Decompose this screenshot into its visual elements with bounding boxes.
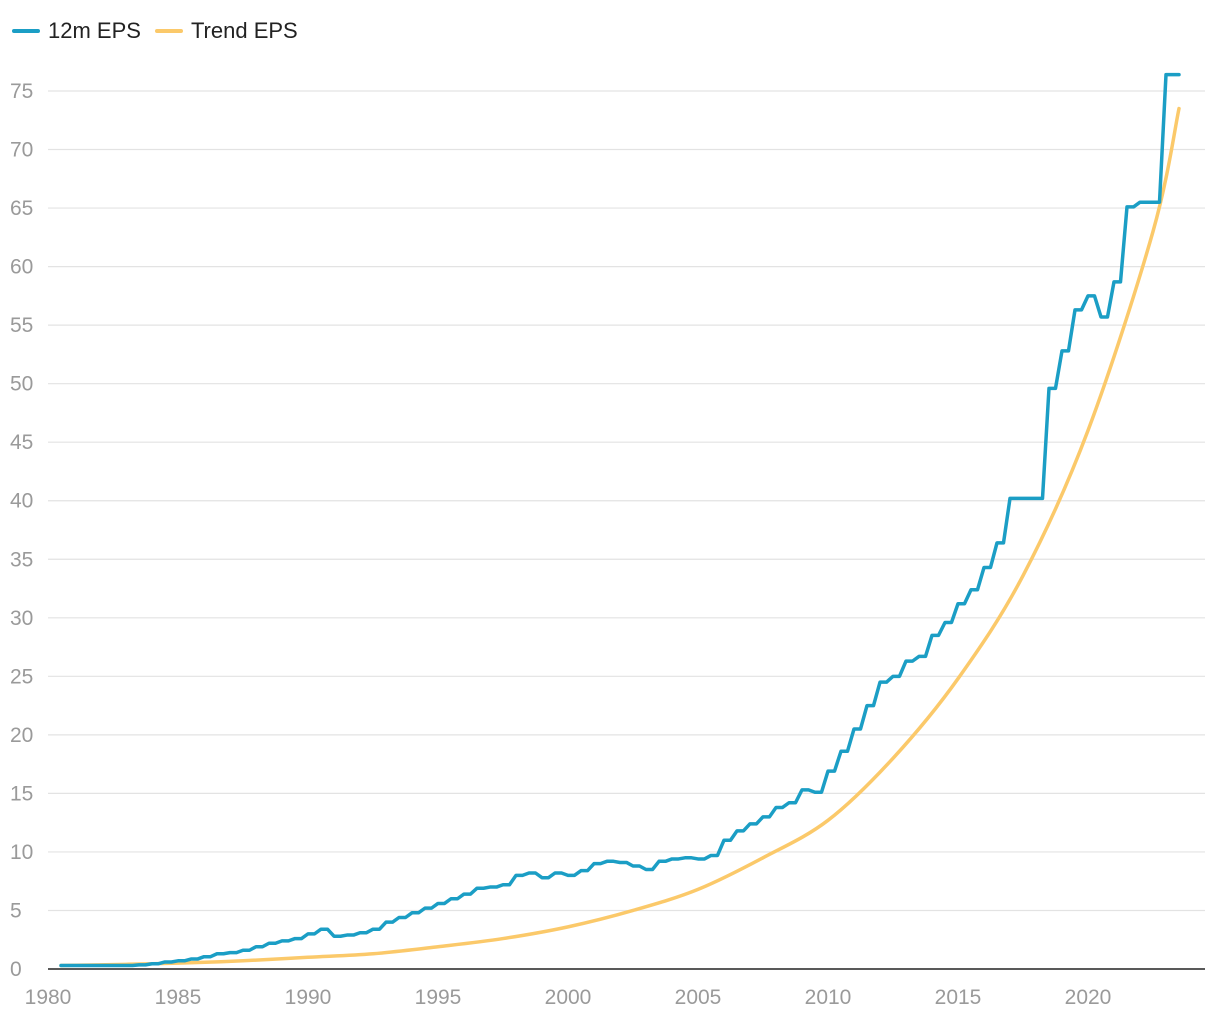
y-tick-label: 25 — [10, 665, 33, 688]
y-tick-label: 60 — [10, 256, 33, 279]
x-tick-label: 2000 — [545, 986, 592, 1009]
series-line-trend — [59, 106, 1181, 968]
chart-legend: 12m EPS Trend EPS — [12, 18, 312, 44]
y-axis-ticks: 0 5 10 15 20 25 30 35 40 45 50 55 60 65 70 75 — [10, 80, 33, 981]
x-axis-ticks: 1980 1985 1990 1995 2000 2005 2010 2015 2020 — [25, 986, 1112, 1009]
x-tick-label: 1995 — [415, 986, 462, 1009]
legend-label-trend: Trend EPS — [190, 18, 298, 43]
x-tick-label: 1985 — [155, 986, 202, 1009]
grid-lines — [48, 90, 1205, 912]
y-tick-label: 15 — [10, 782, 33, 805]
legend-swatch-eps — [12, 29, 40, 33]
y-tick-label: 0 — [10, 958, 22, 981]
x-tick-label: 2005 — [675, 986, 722, 1009]
x-tick-label: 2010 — [805, 986, 852, 1009]
y-tick-label: 10 — [10, 841, 33, 864]
series-line-eps — [59, 72, 1181, 968]
y-tick-label: 30 — [10, 607, 33, 630]
y-tick-label: 35 — [10, 548, 33, 571]
y-tick-label: 40 — [10, 490, 33, 513]
y-tick-label: 70 — [10, 139, 33, 162]
legend-swatch-trend — [154, 29, 183, 33]
legend-item-eps: 12m EPS — [12, 18, 141, 44]
legend-label-eps: 12m EPS — [48, 18, 141, 43]
series-lines — [59, 72, 1181, 968]
y-tick-label: 20 — [10, 724, 33, 747]
x-tick-label: 1980 — [25, 986, 72, 1009]
y-tick-label: 75 — [10, 80, 33, 103]
y-tick-label: 55 — [10, 314, 33, 337]
legend-item-trend: Trend EPS — [154, 18, 298, 44]
y-tick-label: 5 — [10, 899, 22, 922]
x-tick-label: 2015 — [935, 986, 982, 1009]
x-tick-label: 1990 — [285, 986, 332, 1009]
y-tick-label: 50 — [10, 373, 33, 396]
y-tick-label: 45 — [10, 431, 33, 454]
x-tick-label: 2020 — [1065, 986, 1112, 1009]
y-tick-label: 65 — [10, 197, 33, 220]
